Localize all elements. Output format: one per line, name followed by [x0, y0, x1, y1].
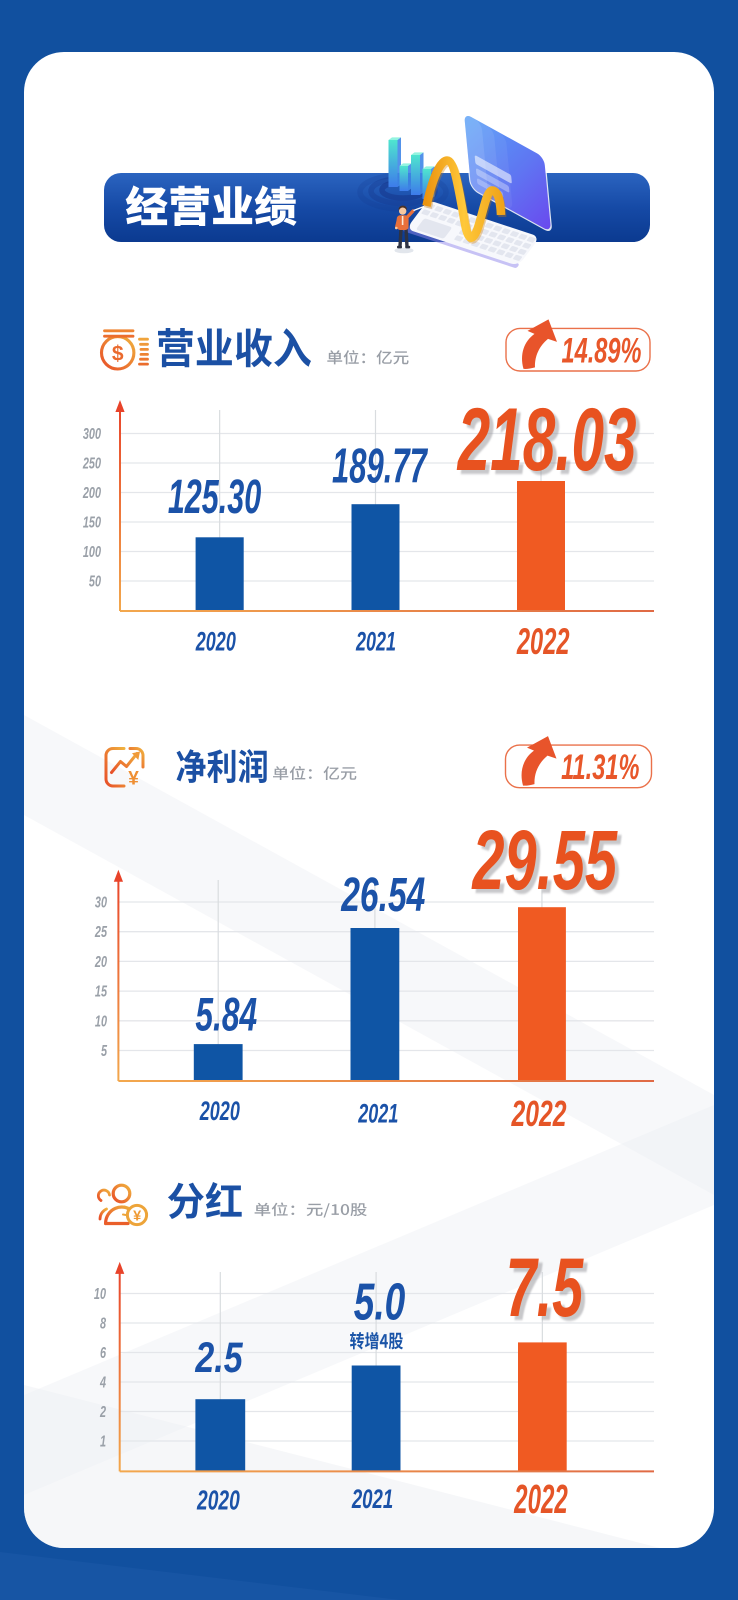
svg-text:6: 6: [100, 1344, 106, 1362]
svg-text:2020: 2020: [196, 1485, 240, 1517]
svg-text:200: 200: [82, 484, 101, 502]
svg-text:50: 50: [89, 572, 101, 590]
svg-text:29.55: 29.55: [475, 818, 623, 911]
svg-text:¥: ¥: [128, 769, 139, 790]
svg-text:15: 15: [95, 983, 107, 1001]
svg-text:20: 20: [94, 953, 107, 971]
svg-text:2022: 2022: [513, 1478, 568, 1523]
svg-text:100: 100: [83, 543, 101, 561]
svg-text:1: 1: [100, 1432, 106, 1450]
svg-text:189.77: 189.77: [332, 438, 428, 493]
svg-text:2: 2: [99, 1403, 106, 1421]
svg-text:7.5: 7.5: [510, 1246, 589, 1339]
svg-text:7.5: 7.5: [506, 1242, 585, 1335]
svg-text:218.03: 218.03: [456, 390, 637, 489]
svg-text:2021: 2021: [355, 626, 396, 657]
svg-text:300: 300: [83, 425, 101, 443]
svg-text:11.31%: 11.31%: [561, 748, 639, 787]
svg-text:10: 10: [95, 1012, 107, 1030]
svg-text:2022: 2022: [516, 621, 569, 663]
svg-text:2020: 2020: [199, 1095, 240, 1126]
svg-text:25: 25: [94, 923, 107, 941]
svg-text:150: 150: [83, 513, 101, 531]
svg-text:14.89%: 14.89%: [562, 332, 642, 371]
svg-text:5.84: 5.84: [195, 988, 257, 1041]
svg-text:125.30: 125.30: [168, 470, 261, 524]
svg-text:¥: ¥: [133, 1209, 141, 1225]
svg-text:2020: 2020: [195, 626, 236, 657]
svg-text:30: 30: [95, 893, 107, 911]
svg-text:5: 5: [101, 1042, 107, 1060]
svg-text:4: 4: [99, 1373, 106, 1391]
svg-text:10: 10: [94, 1285, 106, 1303]
svg-text:2021: 2021: [357, 1098, 398, 1129]
svg-text:2022: 2022: [511, 1093, 567, 1134]
svg-text:250: 250: [82, 454, 101, 472]
svg-text:218.03: 218.03: [460, 394, 641, 493]
svg-text:29.55: 29.55: [471, 814, 619, 907]
svg-text:8: 8: [100, 1314, 106, 1332]
svg-text:26.54: 26.54: [340, 867, 425, 921]
svg-text:5.0: 5.0: [354, 1272, 406, 1331]
svg-text:$: $: [112, 342, 124, 365]
svg-text:2021: 2021: [351, 1484, 393, 1514]
svg-text:2.5: 2.5: [195, 1334, 244, 1382]
